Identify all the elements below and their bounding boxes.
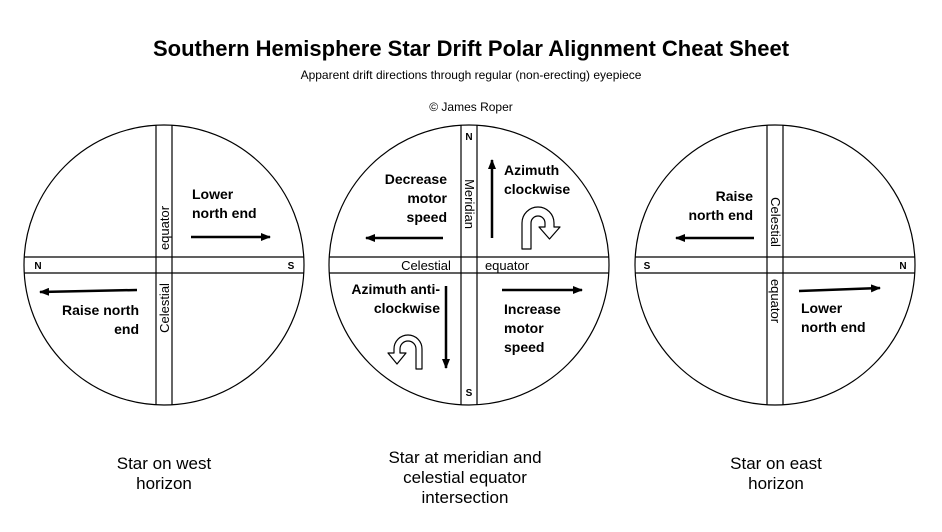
center-band-label-right: equator: [485, 258, 530, 273]
west-horizon-diagram: equator Celestial N S Lower north end Ra…: [23, 124, 305, 406]
west-caption: Star on west horizon: [54, 454, 274, 494]
west-north-marker: N: [34, 261, 41, 272]
meridian-label: Meridian: [462, 179, 477, 229]
west-drift-west-arrow: [39, 287, 138, 296]
center-caption: Star at meridian and celestial equator i…: [355, 448, 575, 508]
west-drift-west-label-2: end: [114, 321, 139, 337]
west-caption-line-1: Star on west: [116, 454, 212, 473]
page-title: Southern Hemisphere Star Drift Polar Ali…: [152, 36, 790, 61]
west-drift-east-label-1: Lower: [192, 186, 234, 202]
center-east-label-2: motor: [504, 320, 544, 336]
east-band-label-upper: Celestial: [768, 197, 783, 247]
page-subtitle: Apparent drift directions through regula…: [300, 68, 642, 82]
center-north-label-2: clockwise: [504, 181, 570, 197]
west-drift-west-label-1: Raise north: [62, 302, 139, 318]
anticlockwise-u-turn-icon: [387, 334, 423, 370]
center-south-label-1: Azimuth anti-: [351, 281, 440, 297]
east-caption: Star on east horizon: [666, 454, 886, 494]
center-caption-line-1: Star at meridian and: [388, 448, 542, 467]
east-north-marker: N: [899, 261, 906, 272]
east-horizon-diagram: Celestial equator S N Raise north end Lo…: [634, 124, 916, 406]
east-drift-west-label-2: north end: [688, 207, 753, 223]
center-south-label-2: clockwise: [374, 300, 440, 316]
center-west-label-1: Decrease: [385, 171, 447, 187]
west-band-label-lower: Celestial: [157, 283, 172, 333]
center-south-marker: S: [466, 388, 473, 399]
west-eyepiece-circle: [23, 124, 305, 406]
west-south-marker: S: [288, 261, 295, 272]
center-west-label-2: motor: [407, 190, 447, 206]
center-east-label-1: Increase: [504, 301, 561, 317]
east-caption-line-2: horizon: [748, 474, 804, 493]
east-drift-west-label-1: Raise: [716, 188, 754, 204]
west-drift-east-label-2: north end: [192, 205, 257, 221]
east-drift-east-label-1: Lower: [801, 300, 843, 316]
east-drift-east-label-2: north end: [801, 319, 866, 335]
center-caption-line-3: intersection: [421, 488, 509, 507]
center-band-label-left: Celestial: [401, 258, 451, 273]
center-north-marker: N: [465, 132, 472, 143]
east-band-label-lower: equator: [768, 279, 783, 324]
east-caption-line-1: Star on east: [730, 454, 822, 473]
center-caption-line-2: celestial equator: [403, 468, 527, 487]
center-west-label-3: speed: [407, 209, 447, 225]
east-eyepiece-circle: [634, 124, 916, 406]
east-drift-east-arrow: [798, 284, 881, 293]
center-north-label-1: Azimuth: [504, 162, 559, 178]
center-eyepiece-circle: [328, 124, 610, 406]
clockwise-u-turn-icon: [521, 206, 561, 250]
west-caption-line-2: horizon: [136, 474, 192, 493]
east-south-marker: S: [644, 261, 651, 272]
center-east-label-3: speed: [504, 339, 544, 355]
west-band-label-upper: equator: [157, 205, 172, 250]
copyright-notice: © James Roper: [429, 100, 513, 114]
meridian-diagram: Celestial equator Meridian N S Decrease …: [328, 124, 610, 406]
